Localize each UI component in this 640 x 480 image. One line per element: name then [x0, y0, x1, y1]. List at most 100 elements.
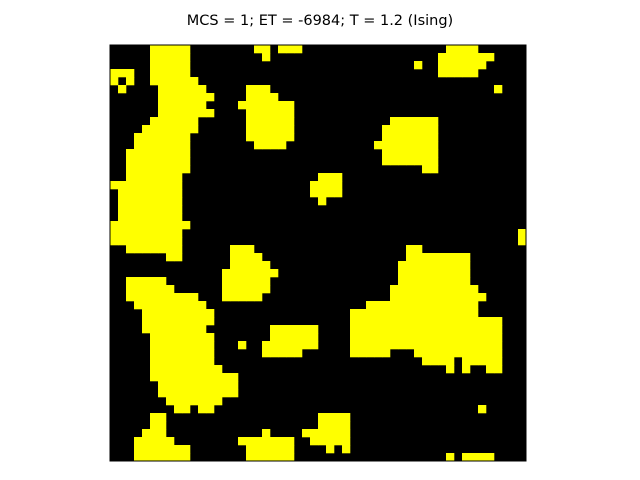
spin-up-cell [182, 405, 191, 414]
spin-up-cell [158, 237, 167, 246]
spin-up-cell [430, 309, 439, 318]
spin-up-cell [366, 325, 375, 334]
spin-up-cell [150, 149, 159, 158]
spin-up-cell [198, 317, 207, 326]
spin-up-cell [382, 309, 391, 318]
spin-up-cell [262, 445, 271, 454]
spin-up-cell [270, 125, 279, 134]
spin-up-cell [262, 429, 271, 438]
spin-up-cell [262, 453, 271, 462]
spin-up-cell [430, 341, 439, 350]
spin-up-cell [222, 381, 231, 390]
spin-up-cell [382, 301, 391, 310]
spin-up-cell [278, 125, 287, 134]
spin-up-cell [166, 317, 175, 326]
spin-up-cell [366, 301, 375, 310]
spin-up-cell [422, 141, 431, 150]
spin-up-cell [286, 125, 295, 134]
spin-up-cell [142, 149, 151, 158]
spin-up-cell [446, 317, 455, 326]
spin-up-cell [462, 293, 471, 302]
spin-up-cell [158, 309, 167, 318]
spin-up-cell [166, 125, 175, 134]
spin-up-cell [406, 157, 415, 166]
spin-up-cell [246, 269, 255, 278]
spin-up-cell [126, 293, 135, 302]
spin-up-cell [126, 157, 135, 166]
spin-up-cell [166, 69, 175, 78]
spin-up-cell [454, 317, 463, 326]
spin-up-cell [158, 189, 167, 198]
spin-up-cell [454, 293, 463, 302]
spin-up-cell [382, 149, 391, 158]
spin-up-cell [414, 277, 423, 286]
spin-up-cell [406, 333, 415, 342]
spin-up-cell [158, 365, 167, 374]
spin-up-cell [414, 61, 423, 70]
spin-up-cell [390, 133, 399, 142]
spin-up-cell [438, 341, 447, 350]
spin-up-cell [406, 309, 415, 318]
spin-up-cell [438, 325, 447, 334]
spin-up-cell [462, 285, 471, 294]
spin-up-cell [390, 157, 399, 166]
spin-up-cell [182, 53, 191, 62]
spin-up-cell [150, 453, 159, 462]
spin-up-cell [182, 69, 191, 78]
spin-up-cell [190, 109, 199, 118]
spin-up-cell [110, 181, 119, 190]
spin-up-cell [262, 85, 271, 94]
spin-up-cell [446, 261, 455, 270]
spin-up-cell [142, 317, 151, 326]
spin-up-cell [366, 349, 375, 358]
spin-up-cell [430, 133, 439, 142]
spin-up-cell [126, 165, 135, 174]
spin-up-cell [126, 173, 135, 182]
spin-up-cell [238, 293, 247, 302]
spin-up-cell [342, 445, 351, 454]
spin-up-cell [342, 437, 351, 446]
spin-up-cell [270, 341, 279, 350]
spin-up-cell [430, 165, 439, 174]
spin-up-cell [166, 333, 175, 342]
spin-up-cell [478, 333, 487, 342]
spin-up-cell [382, 349, 391, 358]
spin-up-cell [446, 365, 455, 374]
spin-up-cell [166, 205, 175, 214]
spin-up-cell [198, 397, 207, 406]
spin-up-cell [134, 301, 143, 310]
spin-up-cell [478, 61, 487, 70]
spin-up-cell [158, 325, 167, 334]
spin-up-cell [150, 141, 159, 150]
spin-up-cell [462, 317, 471, 326]
spin-up-cell [262, 437, 271, 446]
spin-up-cell [462, 61, 471, 70]
spin-up-cell [286, 453, 295, 462]
spin-up-cell [238, 437, 247, 446]
spin-up-cell [198, 101, 207, 110]
spin-up-cell [310, 429, 319, 438]
spin-up-cell [126, 149, 135, 158]
spin-up-cell [262, 125, 271, 134]
spin-up-cell [166, 389, 175, 398]
spin-up-cell [446, 325, 455, 334]
spin-up-cell [382, 341, 391, 350]
spin-up-cell [478, 293, 487, 302]
spin-up-cell [398, 333, 407, 342]
spin-up-cell [270, 437, 279, 446]
spin-up-cell [166, 149, 175, 158]
spin-up-cell [270, 269, 279, 278]
spin-up-cell [270, 349, 279, 358]
spin-up-cell [262, 117, 271, 126]
spin-up-cell [142, 165, 151, 174]
spin-up-cell [494, 341, 503, 350]
spin-up-cell [398, 133, 407, 142]
spin-up-cell [246, 285, 255, 294]
spin-up-cell [158, 61, 167, 70]
spin-up-cell [310, 437, 319, 446]
spin-up-cell [206, 397, 215, 406]
spin-up-cell [254, 285, 263, 294]
spin-up-cell [198, 309, 207, 318]
spin-up-cell [206, 349, 215, 358]
spin-up-cell [270, 101, 279, 110]
